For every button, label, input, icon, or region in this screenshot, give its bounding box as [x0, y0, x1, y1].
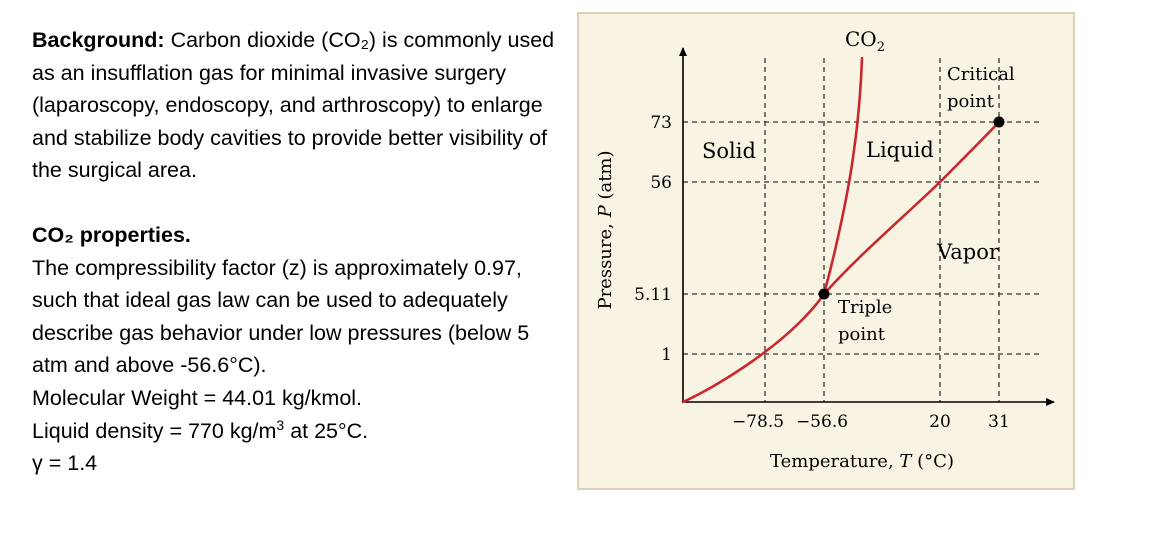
- guide-lines: [683, 58, 1042, 402]
- x-tick-31: 31: [988, 412, 1010, 432]
- y-tick-5-11: 5.11: [634, 285, 672, 305]
- x-tick-labels: −78.5 −56.6 20 31: [732, 412, 1010, 432]
- x-tick-20: 20: [929, 412, 951, 432]
- properties-heading: CO₂ properties.: [32, 222, 191, 247]
- x-tick-minus-56-6: −56.6: [796, 412, 848, 432]
- sublimation-curve: [681, 292, 826, 404]
- triple-point-label-1: Triple: [838, 297, 892, 318]
- critical-point-marker: [993, 116, 1005, 128]
- region-vapor: Vapor: [936, 240, 1000, 264]
- phase-curves: [681, 56, 1001, 404]
- critical-point-label-1: Critical: [947, 64, 1015, 85]
- properties-heading-line: CO₂ properties.: [32, 219, 567, 252]
- phase-diagram-panel: [577, 12, 1075, 490]
- background-heading: Background:: [32, 28, 165, 52]
- region-liquid: Liquid: [866, 138, 934, 162]
- y-tick-labels: 73 56 5.11 1: [634, 113, 672, 365]
- y-tick-73: 73: [650, 113, 672, 133]
- critical-point-label-2: point: [947, 91, 995, 112]
- background-paragraph: Background: Carbon dioxide (CO₂) is comm…: [32, 24, 567, 187]
- triple-point-label-2: point: [838, 324, 886, 345]
- triple-point-marker: [818, 288, 830, 300]
- y-tick-56: 56: [650, 173, 672, 193]
- diagram-title: CO2: [845, 27, 885, 55]
- region-labels: Solid Liquid Vapor: [702, 138, 1000, 264]
- y-tick-1: 1: [661, 345, 672, 365]
- y-axis-label: Pressure, P (atm): [595, 150, 616, 309]
- gamma-text: γ = 1.4: [32, 451, 98, 476]
- region-solid: Solid: [702, 139, 756, 163]
- text-panel: Background: Carbon dioxide (CO₂) is comm…: [32, 24, 567, 480]
- liquid-density-text: Liquid density = 770 kg/m3 at 25°C.: [32, 416, 369, 443]
- x-axis-label: Temperature, T (°C): [770, 451, 954, 472]
- compressibility-text: The compressibility factor (z) is approx…: [32, 255, 530, 378]
- point-annotations: Critical point Triple point: [838, 64, 1015, 345]
- melting-curve: [822, 56, 864, 296]
- background-body: Carbon dioxide (CO₂) is commonly used as…: [32, 28, 555, 183]
- molecular-weight-text: Molecular Weight = 44.01 kg/kmol.: [32, 385, 363, 410]
- x-tick-minus-78-5: −78.5: [732, 412, 784, 432]
- vaporization-curve: [822, 120, 1001, 296]
